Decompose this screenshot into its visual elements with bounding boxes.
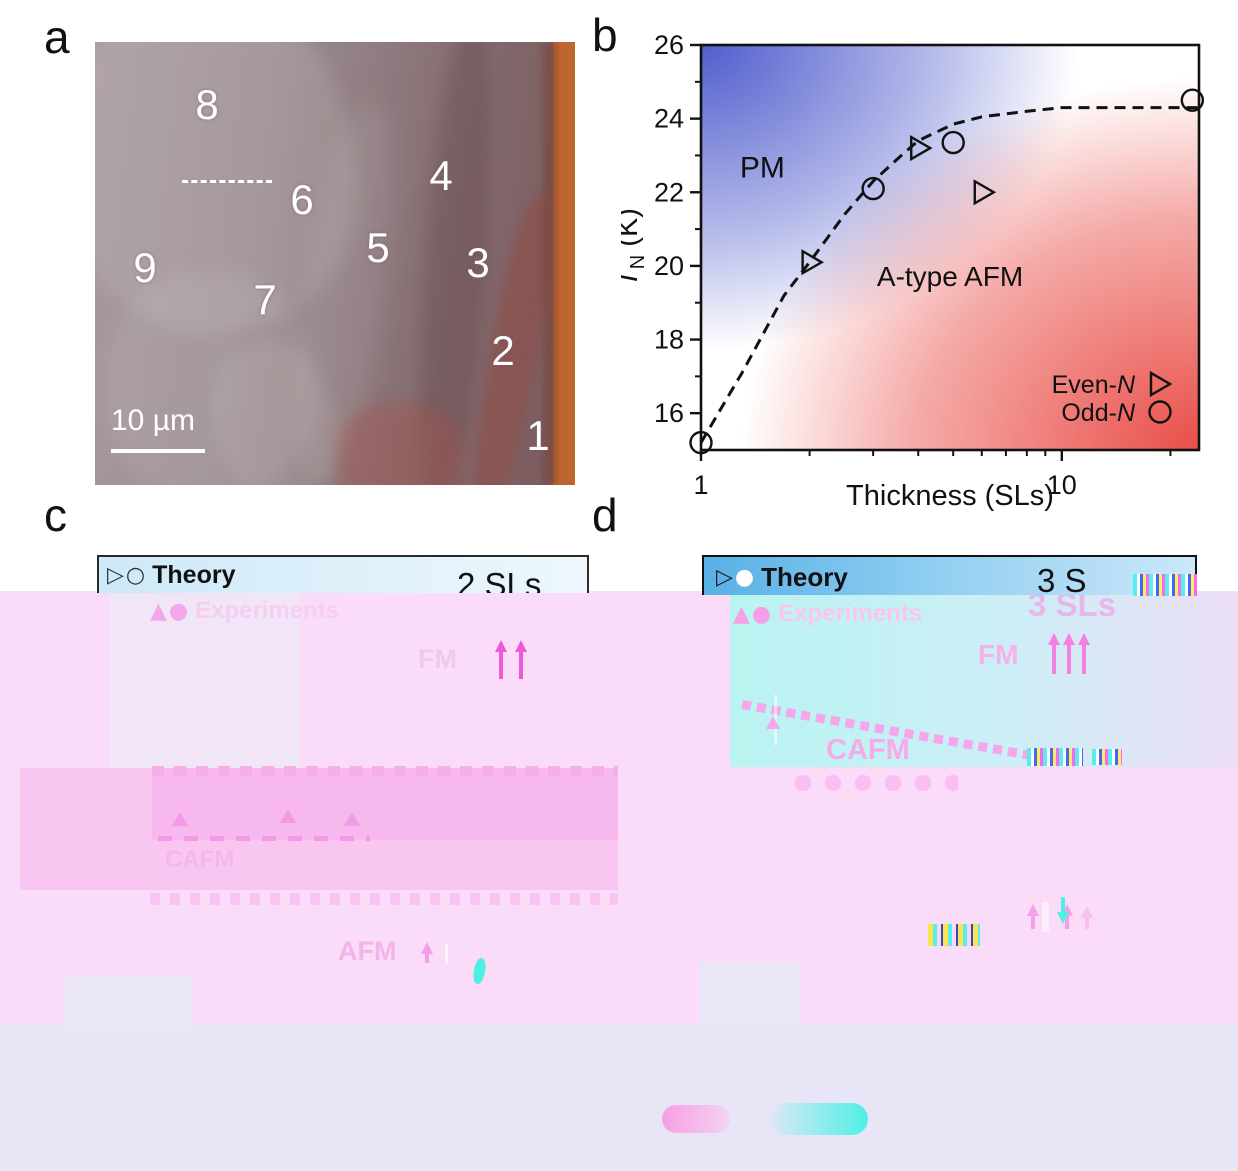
glitch-speckle-patch xyxy=(928,924,980,946)
ghost-bar xyxy=(1042,902,1049,932)
flake-number-6: 6 xyxy=(290,176,314,223)
flake-dashed-marker xyxy=(182,180,272,183)
svg-text:16: 16 xyxy=(654,398,684,428)
svg-text:20: 20 xyxy=(654,251,684,281)
svg-text:PM: PM xyxy=(740,152,785,185)
substrate-edge-shadow xyxy=(543,42,557,485)
glitch-block-lavender-c2 xyxy=(65,977,192,1033)
ghost-zigzag-row xyxy=(150,893,618,905)
glitch-rainbow-patch-header xyxy=(1133,574,1197,596)
svg-text:Odd-N: Odd-N xyxy=(1061,399,1136,427)
glitch-lavender-field xyxy=(0,1023,1238,1171)
flake-number-7: 7 xyxy=(253,276,277,323)
flake-number-5: 5 xyxy=(366,224,390,271)
colorbar-cyan-pill xyxy=(771,1103,868,1135)
scale-bar xyxy=(111,449,205,453)
svg-text:TN (K): TN (K) xyxy=(621,208,649,287)
glitch-cyan-field-d xyxy=(730,593,1238,767)
legend-experiments-d: ▲● Experiments xyxy=(733,600,922,628)
ghost-triangle-marker xyxy=(344,812,360,826)
colorbar-pink-pill xyxy=(662,1105,730,1133)
glitch-rainbow-patch xyxy=(1092,749,1122,765)
glitch-band-dark-c xyxy=(152,768,618,840)
phase-boundary-curve xyxy=(699,106,1199,444)
even-n-marker xyxy=(910,135,933,162)
svg-text:22: 22 xyxy=(654,177,684,207)
ghost-data-dots-row xyxy=(788,775,958,791)
theory-label: Theory xyxy=(152,561,236,589)
panel-label-a: a xyxy=(44,11,70,63)
ghost-bar xyxy=(445,944,448,964)
panel-label-c: c xyxy=(44,489,67,541)
legend-experiments-c: ▲● Experiments xyxy=(150,597,339,625)
flake-number-4: 4 xyxy=(429,152,453,199)
odd-n-marker xyxy=(861,176,885,201)
ghost-triangle-marker xyxy=(766,716,780,729)
scale-bar-label: 10 µm xyxy=(111,404,195,437)
panel-c-title: 2 SLs xyxy=(457,566,542,593)
odd-n-marker xyxy=(1148,400,1172,424)
svg-text:18: 18 xyxy=(654,325,684,355)
legend-theory-d: ▷● Theory xyxy=(716,562,848,593)
glitch-rainbow-patch xyxy=(1027,748,1083,766)
fm-region-label-c: FM xyxy=(418,644,457,674)
ghost-dashed-line xyxy=(158,836,370,841)
flake-number-1: 1 xyxy=(526,412,550,459)
experiments-label: Experiments xyxy=(778,600,923,627)
flake-region-red-patch xyxy=(335,402,465,485)
svg-text:Even-N: Even-N xyxy=(1052,371,1136,399)
svg-text:Thickness (SLs): Thickness (SLs) xyxy=(846,480,1054,512)
flake-number-2: 2 xyxy=(491,327,515,374)
flake-number-8: 8 xyxy=(195,81,219,128)
glitch-scallop-edge xyxy=(152,766,618,776)
even-n-marker xyxy=(973,179,997,206)
cafm-region-label-c: CAFM xyxy=(165,846,235,873)
svg-text:10: 10 xyxy=(1047,470,1077,500)
panel-label-d: d xyxy=(592,489,618,541)
cafm-region-label-d: CAFM xyxy=(826,734,910,766)
glitch-block-lavender-d xyxy=(699,963,801,1023)
flake-number-9: 9 xyxy=(133,244,157,291)
theory-markers-icon: ▷● xyxy=(716,565,757,590)
svg-text:A-type AFM: A-type AFM xyxy=(877,261,1023,292)
experiments-label: Experiments xyxy=(195,597,340,624)
svg-text:24: 24 xyxy=(654,104,684,134)
svg-text:1: 1 xyxy=(693,470,708,500)
panel-d-legend-box: ▷● Theory 3 S xyxy=(702,555,1197,595)
odd-n-marker xyxy=(1180,88,1205,112)
odd-n-marker xyxy=(941,130,965,155)
experiments-markers-icon: ▲● xyxy=(150,598,191,624)
glitch-block-lavender-c xyxy=(110,593,300,768)
even-n-marker xyxy=(1149,370,1173,398)
ghost-triangle-marker xyxy=(172,812,188,826)
fm-region-label-d: FM xyxy=(978,639,1019,670)
panel-label-b: b xyxy=(592,9,618,61)
odd-n-marker xyxy=(689,430,713,455)
even-n-marker xyxy=(801,249,825,276)
legend-theory-c: ▷○ Theory xyxy=(107,561,235,590)
experiments-markers-icon: ▲● xyxy=(733,601,774,627)
panel-c-legend-box: ▷○ Theory 2 SLs xyxy=(97,555,589,593)
theory-markers-icon: ▷○ xyxy=(107,563,148,588)
substrate-orange-strip xyxy=(553,42,575,485)
panel-d-title: 3 S xyxy=(1037,562,1087,595)
ghost-triangle-marker xyxy=(280,809,296,823)
afm-region-label-c: AFM xyxy=(338,936,397,966)
theory-label: Theory xyxy=(761,562,848,592)
svg-text:26: 26 xyxy=(654,35,684,60)
flake-number-3: 3 xyxy=(466,239,490,286)
